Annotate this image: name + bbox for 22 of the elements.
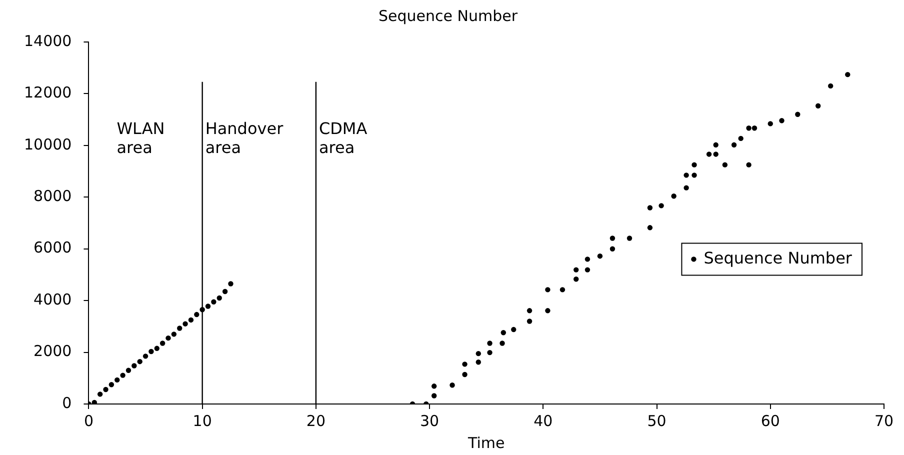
- y-tick-label: 12000: [24, 84, 72, 102]
- y-tick-label: 8000: [34, 187, 72, 206]
- x-tick-label: 40: [534, 412, 553, 430]
- y-tick-label: 6000: [34, 238, 72, 257]
- y-tick-label: 10000: [24, 135, 72, 154]
- x-tick-label: 0: [84, 412, 94, 430]
- y-tick-label: 2000: [34, 342, 72, 360]
- annotation: WLAN area: [116, 118, 165, 157]
- x-tick-label: 60: [760, 412, 780, 430]
- y-tick-label: 14000: [24, 32, 72, 50]
- x-tick-label: 10: [192, 412, 212, 430]
- x-tick-label: 30: [420, 412, 440, 430]
- x-axis-title: Time: [467, 434, 505, 452]
- x-tick-label: 50: [647, 412, 666, 430]
- y-tick-label: 0: [62, 394, 72, 412]
- x-tick-label: 20: [306, 412, 326, 430]
- y-tick-label: 4000: [34, 290, 72, 308]
- annotation: CDMA area: [318, 118, 368, 157]
- legend-label: Sequence Number: [704, 248, 852, 268]
- annotation: Handover area: [205, 118, 284, 157]
- x-tick-label: 70: [874, 412, 894, 430]
- chart-title: Sequence Number: [378, 6, 518, 25]
